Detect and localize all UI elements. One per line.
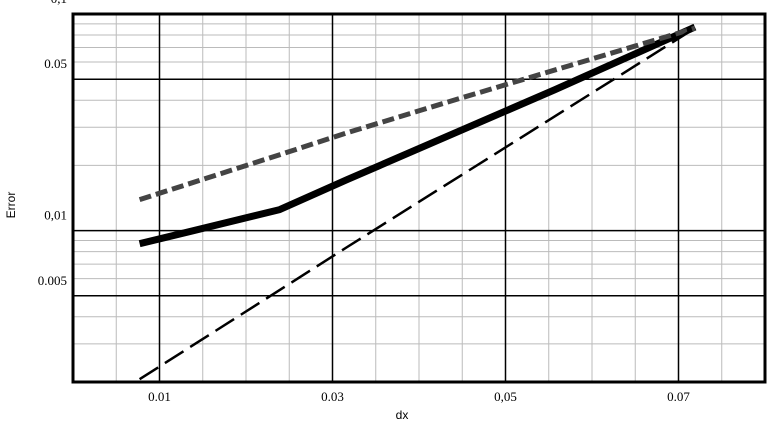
y-tick-label: 0,01 [44,208,67,223]
series-line [138,25,696,203]
y-tick-label: 0.05 [44,56,67,71]
x-tick-label: 0,05 [494,389,517,404]
x-axis-label: dx [396,408,409,422]
y-tick-label: 0.005 [38,273,67,288]
y-axis-label: Error [4,192,18,219]
plot-frame [71,12,767,384]
series-line [138,23,697,248]
y-tick-label: 0,1 [51,0,67,6]
series-line [138,27,696,381]
x-tick-label: 0.01 [148,389,171,404]
x-tick-label: 0.07 [667,389,690,404]
x-tick-label: 0.03 [321,389,344,404]
